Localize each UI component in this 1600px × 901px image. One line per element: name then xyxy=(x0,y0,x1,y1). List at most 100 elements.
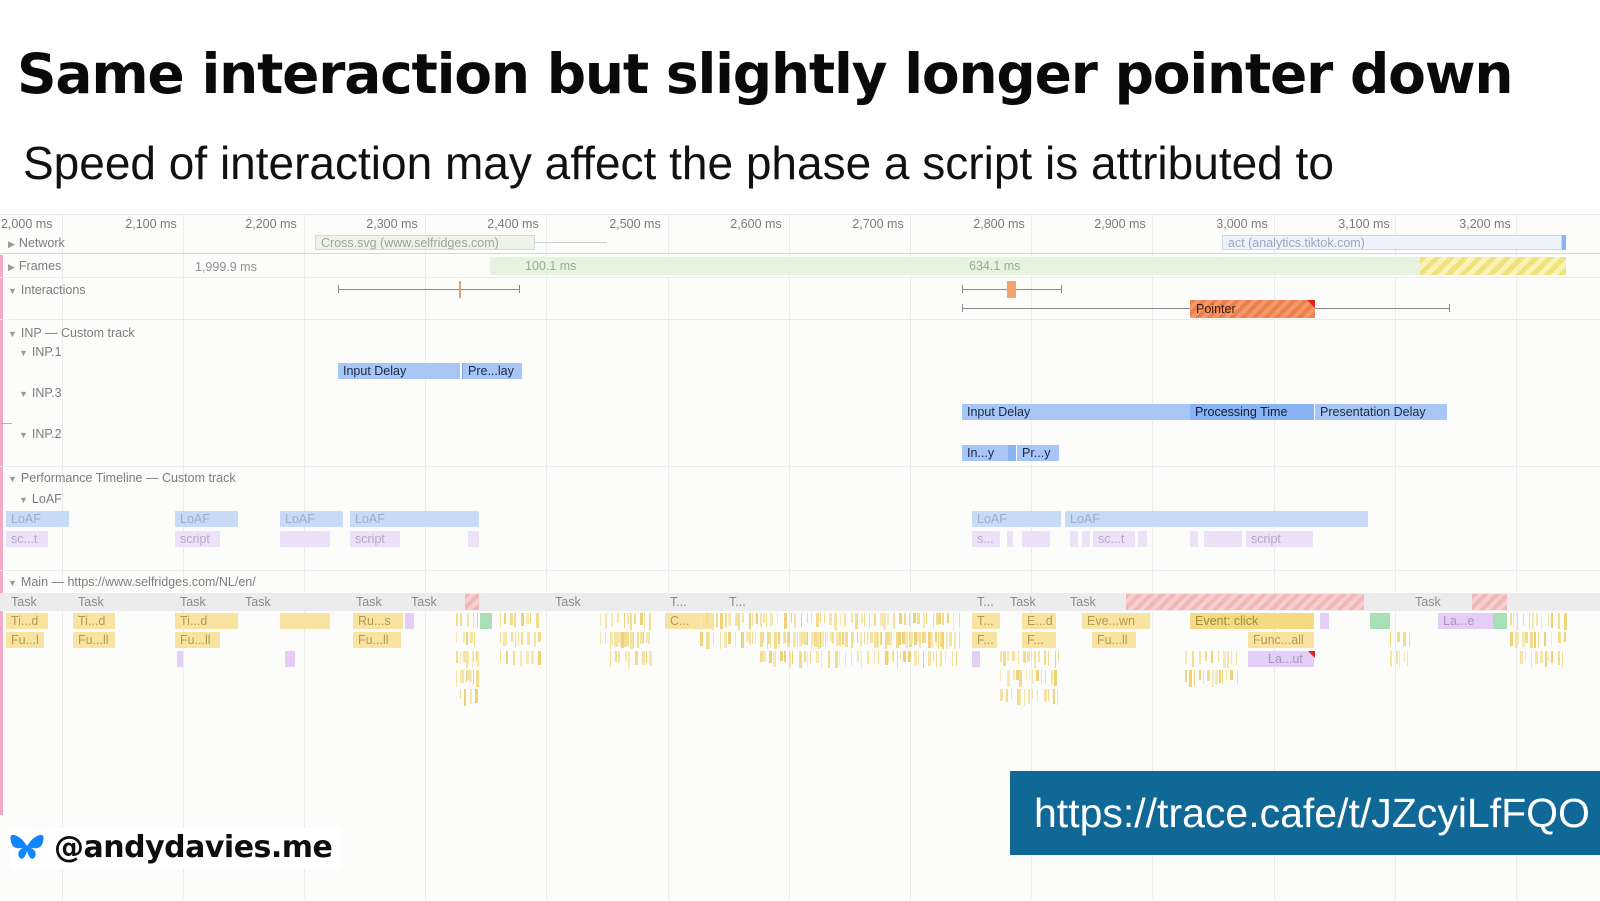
loaf-script[interactable]: sc...t xyxy=(1093,531,1135,547)
flame-layout[interactable] xyxy=(405,613,414,629)
flame-timer[interactable]: Ti...d xyxy=(175,613,238,629)
flame-event[interactable]: E...d xyxy=(1022,613,1056,629)
flame-function-call[interactable]: Fu...ll xyxy=(73,632,115,648)
long-task-marker[interactable] xyxy=(465,594,479,610)
track-frames[interactable]: ▶ Frames xyxy=(8,259,61,273)
pointer-interaction[interactable]: Pointer xyxy=(1190,300,1315,318)
flame-sliver xyxy=(942,632,944,649)
flame-layout[interactable] xyxy=(177,651,183,667)
inp-presentation-delay[interactable]: Pre...lay xyxy=(462,363,522,379)
task-bar[interactable]: T... xyxy=(670,595,687,609)
task-bar[interactable]: Task xyxy=(411,595,437,609)
flame-paint[interactable] xyxy=(480,613,492,629)
flame-function-call[interactable]: Func...all xyxy=(1248,632,1314,648)
flame-timer[interactable]: Ti...d xyxy=(6,613,48,629)
flame-layout[interactable] xyxy=(1320,613,1329,629)
loaf-script[interactable]: script xyxy=(350,531,400,547)
track-loaf[interactable]: ▼ LoAF xyxy=(19,492,62,506)
task-bar[interactable]: Task xyxy=(555,595,581,609)
loaf-script[interactable] xyxy=(1022,531,1050,547)
flame-sliver xyxy=(824,613,825,623)
frame-duration[interactable]: 634.1 ms xyxy=(940,257,1420,275)
flame-layout[interactable] xyxy=(972,651,980,667)
frame-partial[interactable] xyxy=(1420,257,1566,275)
flame-run-scripts[interactable]: Ru...s xyxy=(353,613,403,629)
loaf-script[interactable]: s... xyxy=(972,531,1000,547)
loaf-entry[interactable]: LoAF xyxy=(1065,511,1368,527)
task-bar[interactable]: Task xyxy=(78,595,104,609)
track-inp3[interactable]: ▼ INP.3 xyxy=(19,386,62,400)
loaf-entry[interactable]: LoAF xyxy=(280,511,343,527)
loaf-script[interactable] xyxy=(1082,531,1090,547)
task-bar[interactable]: Task xyxy=(356,595,382,609)
flame-function-call[interactable]: Fu...l xyxy=(6,632,44,648)
track-inp[interactable]: ▼ INP — Custom track xyxy=(8,326,135,340)
trace-url[interactable]: https://trace.cafe/t/JZcyiLfFQO xyxy=(1034,789,1590,836)
task-bar[interactable]: Task xyxy=(11,595,37,609)
task-bar[interactable]: Task xyxy=(1415,595,1441,609)
interaction-marker[interactable] xyxy=(1007,281,1016,298)
flame-sliver xyxy=(620,632,621,646)
flame-layout[interactable]: La...ut xyxy=(1248,651,1314,667)
inp-processing-time[interactable]: Processing Time xyxy=(1190,404,1314,420)
loaf-script[interactable] xyxy=(468,531,479,547)
track-performance-timeline[interactable]: ▼ Performance Timeline — Custom track xyxy=(8,471,236,485)
inp-input-delay[interactable]: In...y xyxy=(962,445,1008,461)
inp-input-delay[interactable]: Input Delay xyxy=(962,404,1190,420)
loaf-script[interactable] xyxy=(280,531,330,547)
flame-task[interactable]: T... xyxy=(972,613,1000,629)
loaf-entry[interactable]: LoAF xyxy=(6,511,69,527)
flame-event[interactable]: Eve...wn xyxy=(1082,613,1150,629)
flame-function-call[interactable]: F... xyxy=(1022,632,1056,648)
flame-sliver xyxy=(1044,651,1046,665)
loaf-script[interactable]: script xyxy=(175,531,220,547)
inp-presentation-delay[interactable]: Pr...y xyxy=(1017,445,1059,461)
loaf-script[interactable] xyxy=(1007,531,1013,547)
track-inp2[interactable]: ▼ INP.2 xyxy=(19,427,62,441)
flame-function-call[interactable]: Fu...ll xyxy=(353,632,401,648)
loaf-script[interactable] xyxy=(1190,531,1198,547)
flame-task[interactable] xyxy=(280,613,330,629)
flame-layout[interactable] xyxy=(285,651,295,667)
network-request[interactable]: act (analytics.tiktok.com) xyxy=(1222,235,1562,250)
task-bar[interactable]: Task xyxy=(180,595,206,609)
network-request[interactable]: Cross.svg (www.selfridges.com) xyxy=(315,235,535,250)
loaf-script[interactable] xyxy=(1070,531,1078,547)
flame-paint[interactable] xyxy=(1493,613,1507,629)
flame-sliver xyxy=(1018,651,1019,665)
task-bar[interactable]: Task xyxy=(245,595,271,609)
loaf-script[interactable]: sc...t xyxy=(6,531,48,547)
inp-presentation-delay[interactable]: Presentation Delay xyxy=(1315,404,1447,420)
loaf-script[interactable]: script xyxy=(1246,531,1313,547)
flame-sliver xyxy=(864,632,865,644)
flame-event-click[interactable]: Event: click xyxy=(1190,613,1314,629)
track-network[interactable]: ▶ Network xyxy=(8,236,65,250)
loaf-entry[interactable]: LoAF xyxy=(175,511,238,527)
long-task-marker[interactable] xyxy=(1472,594,1507,610)
track-interactions[interactable]: ▼ Interactions xyxy=(8,283,86,297)
track-main[interactable]: ▼ Main — https://www.selfridges.com/NL/en… xyxy=(8,575,256,589)
inp-processing-time[interactable] xyxy=(1008,445,1016,461)
frame-duration[interactable]: 1,999.9 ms xyxy=(195,260,257,274)
loaf-entry[interactable]: LoAF xyxy=(972,511,1061,527)
loaf-entry[interactable]: LoAF xyxy=(350,511,479,527)
task-bar[interactable]: Task xyxy=(1070,595,1096,609)
flame-timer[interactable]: Ti...d xyxy=(73,613,115,629)
interaction-marker[interactable] xyxy=(459,281,461,298)
task-bar[interactable]: Task xyxy=(1010,595,1036,609)
task-bar[interactable]: T... xyxy=(729,595,746,609)
expand-icon: ▶ xyxy=(8,262,15,272)
flame-paint[interactable] xyxy=(1370,613,1390,629)
trace-url-banner[interactable]: https://trace.cafe/t/JZcyiLfFQO xyxy=(1010,771,1600,855)
flame-function-call[interactable]: Fu...ll xyxy=(175,632,220,648)
flame-function-call[interactable]: F... xyxy=(972,632,997,648)
loaf-script[interactable] xyxy=(1138,531,1147,547)
track-inp1[interactable]: ▼ INP.1 xyxy=(19,345,62,359)
frame-duration[interactable]: 100.1 ms xyxy=(490,257,940,275)
flame-layout[interactable]: La...e xyxy=(1438,613,1493,629)
long-task-marker[interactable] xyxy=(1126,594,1364,610)
loaf-script[interactable] xyxy=(1204,531,1242,547)
task-bar[interactable]: T... xyxy=(977,595,994,609)
flame-function-call[interactable]: Fu...ll xyxy=(1092,632,1136,648)
inp-input-delay[interactable]: Input Delay xyxy=(338,363,460,379)
